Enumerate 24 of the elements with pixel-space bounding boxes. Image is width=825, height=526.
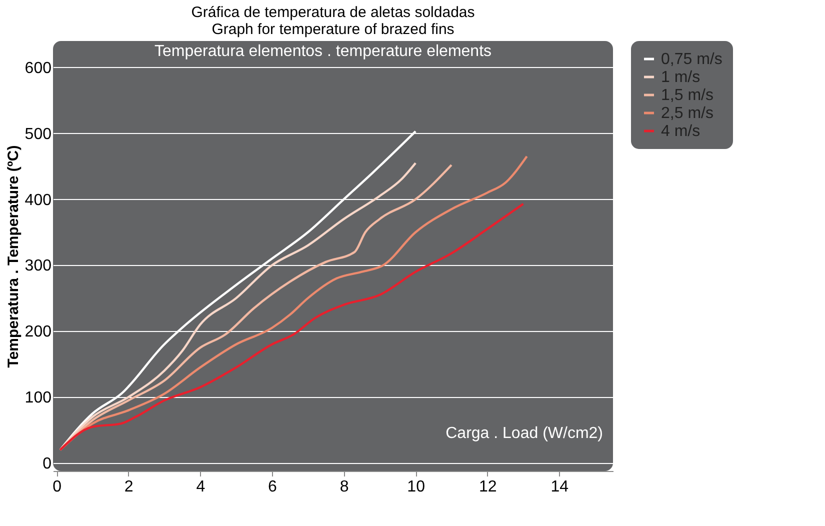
x-tick-label: 10	[407, 478, 426, 496]
legend-label: 2,5 m/s	[661, 105, 714, 122]
x-tick-label: 8	[340, 478, 349, 496]
x-tick-label: 4	[196, 478, 206, 496]
x-tick-label: 12	[478, 478, 497, 496]
text: Graph for temperature of brazed fins	[212, 21, 454, 38]
legend-label: 1,5 m/s	[661, 87, 714, 104]
x-axis-title: Carga . Load (W/cm2)	[446, 425, 603, 442]
legend-label: 1 m/s	[661, 69, 700, 86]
y-tick-label: 600	[24, 60, 52, 77]
x-tick-label: 6	[268, 478, 278, 496]
x-tick-label: 2	[124, 478, 134, 496]
y-tick-label: 0	[42, 456, 52, 473]
legend-label: 4 m/s	[661, 123, 700, 140]
text: Gráfica de temperatura de aletas soldadas	[191, 4, 475, 21]
chart-subtitle: Temperatura elementos . temperature elements	[154, 43, 492, 60]
y-tick-label: 400	[24, 192, 52, 209]
y-tick-label: 500	[24, 126, 52, 143]
y-tick-label: 200	[24, 324, 52, 341]
y-tick-label: 100	[24, 390, 52, 407]
y-tick-label: 300	[24, 258, 52, 275]
y-axis-title: Temperatura . Temperature (ºC)	[4, 145, 22, 368]
x-tick-label: 14	[550, 478, 569, 496]
legend-label: 0,75 m/s	[661, 51, 722, 68]
